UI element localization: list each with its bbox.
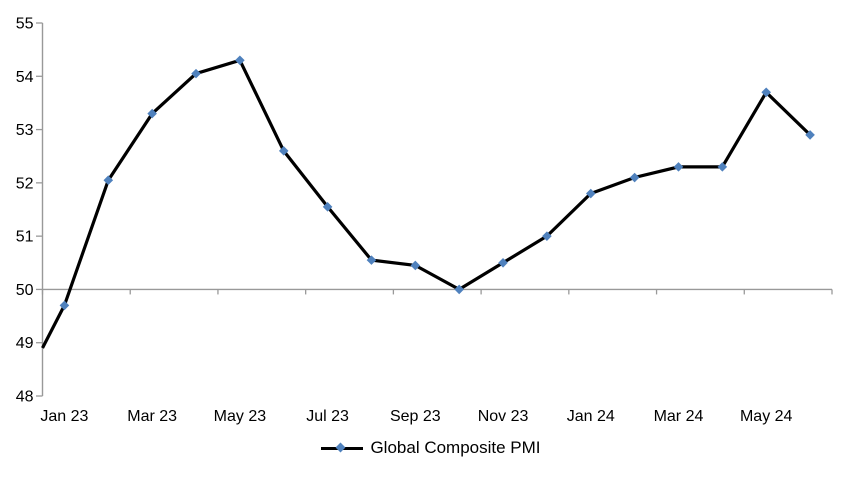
- y-axis-tick-label: 52: [16, 175, 34, 192]
- x-axis-tick-label: Sep 23: [390, 408, 441, 425]
- data-point-marker: [103, 175, 114, 185]
- data-point-marker: [59, 300, 70, 311]
- data-point-marker: [410, 260, 421, 271]
- data-point-marker: [498, 257, 508, 268]
- x-axis-tick-label: Jan 23: [40, 408, 88, 425]
- data-point-marker: [629, 172, 640, 183]
- y-axis-tick-label: 55: [16, 16, 34, 33]
- data-point-marker: [673, 162, 684, 172]
- legend-line-sample: [321, 442, 364, 454]
- pmi-series-line: [41, 58, 812, 349]
- y-axis-tick-label: 48: [16, 389, 34, 406]
- x-axis-tick-label: Mar 23: [127, 408, 177, 425]
- data-point-marker: [717, 162, 728, 172]
- x-axis-tick-label: Nov 23: [478, 408, 529, 425]
- legend-label: Global Composite PMI: [370, 438, 541, 457]
- y-axis-tick-label: 50: [16, 282, 34, 299]
- y-axis-tick-label: 51: [16, 229, 34, 246]
- data-point-marker: [805, 130, 815, 140]
- y-axis-tick-label: 54: [16, 69, 34, 86]
- data-point-marker: [147, 108, 157, 119]
- x-axis-tick-label: Mar 24: [654, 408, 704, 425]
- y-axis-tick-label: 53: [16, 122, 34, 139]
- chart-legend: Global Composite PMI: [5, 438, 852, 458]
- data-point-marker: [191, 68, 201, 79]
- data-point-marker: [585, 188, 596, 199]
- data-point-marker: [366, 255, 377, 265]
- data-point-marker: [278, 146, 289, 156]
- data-point-marker: [761, 87, 772, 98]
- data-point-marker: [542, 231, 552, 241]
- x-axis-tick-label: Jul 23: [306, 408, 349, 425]
- data-point-marker: [454, 284, 464, 295]
- x-axis-tick-label: Jan 24: [567, 408, 615, 425]
- data-point-marker: [322, 202, 333, 212]
- x-axis-tick-label: May 24: [740, 408, 793, 425]
- legend-diamond-marker-icon: [336, 442, 346, 452]
- y-axis-tick-label: 49: [16, 335, 34, 352]
- data-point-marker: [235, 55, 245, 66]
- x-axis-tick-label: May 23: [214, 408, 267, 425]
